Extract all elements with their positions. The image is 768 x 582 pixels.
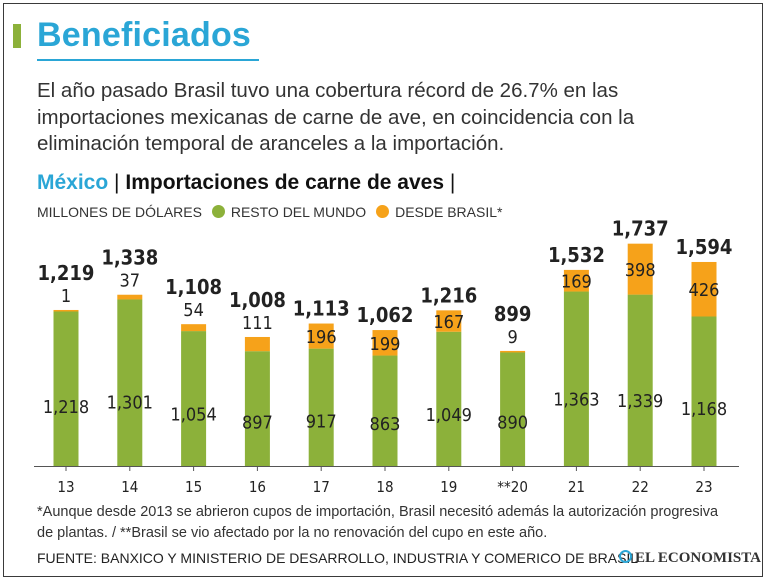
bar-rest-16 bbox=[244, 351, 270, 466]
bar-brazil-18 bbox=[372, 330, 398, 356]
chart-heading-separator-end: | bbox=[449, 171, 456, 194]
label-brazil-13: 1 bbox=[61, 286, 71, 307]
label-total-**20: 899 bbox=[494, 302, 532, 326]
label-total-22: 1,737 bbox=[612, 217, 669, 241]
label-brazil-16: 111 bbox=[242, 313, 273, 334]
brand-logo: EL ECONOMISTA bbox=[619, 550, 761, 567]
label-brazil-15: 54 bbox=[183, 300, 204, 321]
label-brazil-18: 199 bbox=[370, 334, 401, 355]
legend-rest-swatch-icon bbox=[211, 205, 225, 218]
legend-rest-label: RESTO DEL MUNDO bbox=[230, 204, 367, 220]
label-total-18: 1,062 bbox=[357, 303, 414, 327]
x-tick-label-18: 18 bbox=[376, 478, 393, 496]
label-total-14: 1,338 bbox=[101, 246, 158, 270]
title-underline bbox=[37, 59, 259, 61]
bar-rest-23 bbox=[691, 316, 717, 466]
label-total-15: 1,108 bbox=[165, 275, 222, 299]
bar-brazil-15 bbox=[181, 324, 207, 332]
page-title: Beneficiados bbox=[37, 16, 252, 54]
lead-paragraph: El año pasado Brasil tuvo una cobertura … bbox=[37, 79, 635, 155]
x-tick-label-22: 22 bbox=[632, 478, 649, 496]
bar-rest-22 bbox=[627, 294, 653, 466]
x-tick-label-19: 19 bbox=[440, 478, 457, 496]
legend-brazil-swatch-icon bbox=[376, 205, 390, 218]
label-rest-18: 863 bbox=[370, 414, 401, 435]
chart-heading-subject: Importaciones de carne de aves bbox=[125, 171, 444, 194]
bar-brazil-19 bbox=[436, 310, 462, 332]
chart-heading-country: México bbox=[37, 171, 109, 194]
bar-rest-21 bbox=[563, 291, 589, 466]
label-brazil-19: 167 bbox=[433, 312, 464, 333]
bar-brazil-**20 bbox=[500, 350, 526, 353]
label-rest-17: 917 bbox=[306, 411, 337, 432]
legend-units: MILLONES DE DÓLARES bbox=[37, 204, 202, 220]
label-brazil-**20: 9 bbox=[507, 327, 517, 348]
chart-legend: MILLONES DE DÓLARES RESTO DEL MUNDO DESD… bbox=[37, 204, 502, 220]
source-note: FUENTE: BANXICO Y MINISTERIO DE DESARROL… bbox=[37, 550, 639, 566]
x-tick-label-23: 23 bbox=[695, 478, 712, 496]
bar-rest-15 bbox=[181, 331, 207, 466]
label-rest-16: 897 bbox=[242, 412, 273, 433]
bar-rest-17 bbox=[308, 348, 334, 466]
bar-rest-13 bbox=[53, 310, 79, 466]
brand-name: EL ECONOMISTA bbox=[635, 550, 761, 566]
label-brazil-17: 196 bbox=[306, 327, 337, 348]
chart-heading-separator: | bbox=[114, 171, 120, 194]
x-tick-label-16: 16 bbox=[249, 478, 266, 496]
label-brazil-21: 169 bbox=[561, 272, 592, 293]
label-total-17: 1,113 bbox=[293, 297, 350, 321]
label-rest-15: 1,054 bbox=[170, 405, 216, 426]
label-total-19: 1,216 bbox=[420, 283, 477, 307]
label-rest-19: 1,049 bbox=[426, 405, 472, 426]
brand-circle-icon bbox=[619, 550, 632, 563]
x-tick-label-17: 17 bbox=[313, 478, 330, 496]
x-tick-label-13: 13 bbox=[57, 478, 74, 496]
infographic-frame: Beneficiados El año pasado Brasil tuvo u… bbox=[3, 3, 763, 577]
label-rest-23: 1,168 bbox=[681, 399, 727, 420]
label-total-16: 1,008 bbox=[229, 288, 286, 312]
label-rest-14: 1,301 bbox=[107, 393, 153, 414]
bar-brazil-17 bbox=[308, 323, 334, 349]
label-brazil-14: 37 bbox=[119, 271, 140, 292]
x-tick-label-**20: **20 bbox=[497, 478, 528, 496]
label-rest-22: 1,339 bbox=[617, 391, 663, 412]
accent-bar bbox=[13, 24, 21, 48]
bar-rest-14 bbox=[117, 299, 143, 466]
chart-heading: México | Importaciones de carne de aves … bbox=[37, 171, 455, 195]
bar-brazil-14 bbox=[117, 294, 143, 300]
footnote: *Aunque desde 2013 se abrieron cupos de … bbox=[37, 504, 719, 541]
bar-rest-18 bbox=[372, 355, 398, 466]
bar-brazil-22 bbox=[627, 243, 653, 295]
label-brazil-23: 426 bbox=[689, 280, 720, 301]
stacked-bar-chart: 13 1,218 11,219 14 1,301 371,338 15 1,054 541,10… bbox=[34, 217, 739, 496]
label-total-23: 1,594 bbox=[676, 235, 733, 259]
label-total-21: 1,532 bbox=[548, 243, 605, 267]
bar-brazil-21 bbox=[563, 269, 589, 292]
x-tick-label-15: 15 bbox=[185, 478, 202, 496]
x-tick-label-14: 14 bbox=[121, 478, 138, 496]
label-total-13: 1,219 bbox=[38, 261, 95, 285]
x-tick-label-21: 21 bbox=[568, 478, 585, 496]
bar-rest-19 bbox=[436, 331, 462, 466]
legend-brazil-label: DESDE BRASIL* bbox=[395, 204, 503, 220]
label-rest-21: 1,363 bbox=[553, 390, 599, 411]
bar-brazil-23 bbox=[691, 261, 717, 317]
bar-rest-**20 bbox=[500, 352, 526, 466]
bar-brazil-13 bbox=[53, 309, 79, 312]
label-brazil-22: 398 bbox=[625, 260, 656, 281]
label-rest-**20: 890 bbox=[497, 413, 528, 434]
label-rest-13: 1,218 bbox=[43, 397, 89, 418]
bar-brazil-16 bbox=[244, 336, 270, 352]
